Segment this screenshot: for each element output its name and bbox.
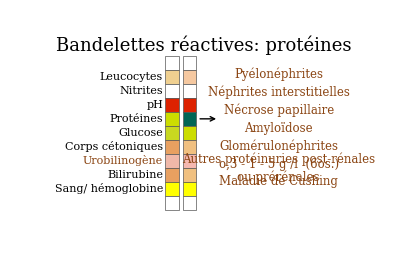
- Bar: [166, 56, 179, 70]
- Text: pH: pH: [146, 100, 163, 110]
- Bar: [166, 196, 179, 210]
- Text: Glucose: Glucose: [118, 128, 163, 138]
- Text: Nitrites: Nitrites: [120, 86, 163, 96]
- Bar: [166, 168, 179, 182]
- Bar: [166, 182, 179, 196]
- Bar: [182, 126, 196, 140]
- Bar: [182, 182, 196, 196]
- Text: Bandelettes réactives: protéines: Bandelettes réactives: protéines: [56, 35, 352, 55]
- Text: Protéines: Protéines: [110, 114, 163, 124]
- Text: Pyélonéphrites
Néphrites interstitielles
Nécrose papillaire
Amyloïdose
Glomérulo: Pyélonéphrites Néphrites interstitielles…: [208, 67, 350, 188]
- Bar: [182, 140, 196, 154]
- Text: Urobilinogène: Urobilinogène: [83, 155, 163, 166]
- Bar: [166, 140, 179, 154]
- Bar: [182, 168, 196, 182]
- Bar: [166, 84, 179, 98]
- Text: Autres protéinuries post-rénales
ou prérénales: Autres protéinuries post-rénales ou prér…: [182, 152, 375, 184]
- Text: Sang/ hémoglobine: Sang/ hémoglobine: [55, 183, 163, 194]
- Text: Leucocytes: Leucocytes: [100, 72, 163, 82]
- Bar: [166, 126, 179, 140]
- Bar: [166, 112, 179, 126]
- Bar: [166, 70, 179, 84]
- Text: Corps cétoniques: Corps cétoniques: [65, 141, 163, 152]
- Bar: [182, 56, 196, 70]
- Bar: [166, 98, 179, 112]
- Bar: [182, 84, 196, 98]
- Text: Bilirubine: Bilirubine: [107, 170, 163, 180]
- Bar: [166, 154, 179, 168]
- Bar: [182, 98, 196, 112]
- Bar: [182, 196, 196, 210]
- Bar: [182, 70, 196, 84]
- Bar: [182, 154, 196, 168]
- Bar: [182, 112, 196, 126]
